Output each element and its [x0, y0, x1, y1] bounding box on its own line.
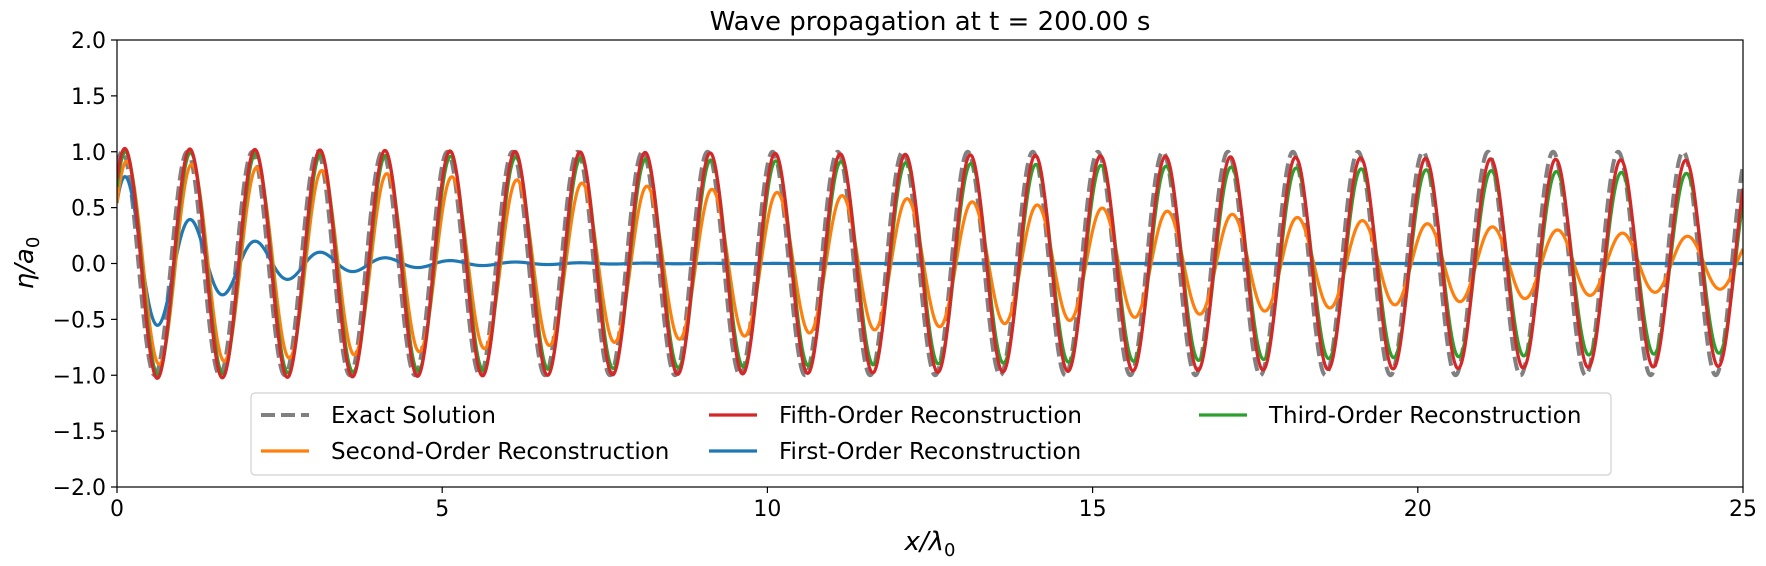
y-tick-label: −0.5: [53, 308, 106, 333]
x-tick-label: 5: [435, 497, 449, 522]
x-axis-label: x/λ0: [904, 527, 956, 561]
legend-label: First-Order Reconstruction: [779, 439, 1081, 465]
series-layer: [117, 146, 1743, 380]
x-tick-label: 25: [1729, 497, 1757, 522]
legend-label: Exact Solution: [331, 403, 496, 429]
x-tick-label: 15: [1079, 497, 1107, 522]
y-axis-label: η/a0: [10, 237, 44, 290]
y-tick-label: 2.0: [71, 29, 106, 54]
y-tick-label: −1.5: [53, 420, 106, 445]
x-tick-label: 0: [110, 497, 124, 522]
series-line-4: [117, 146, 1743, 380]
series-line-0: [117, 149, 1743, 378]
y-tick-label: 0.0: [71, 253, 106, 278]
x-tick-label: 20: [1404, 497, 1432, 522]
y-tick-label: 0.5: [71, 197, 106, 222]
y-axis: 2.0 1.5 1.0 0.5 0.0 −0.5 −1.0 −1.5 −2.0: [53, 29, 117, 501]
y-tick-label: −2.0: [53, 476, 106, 501]
y-tick-label: −1.0: [53, 364, 106, 389]
legend: Exact Solution Second-Order Reconstructio…: [250, 392, 1612, 476]
x-axis: 0 5 10 15 20 25: [110, 487, 1757, 522]
series-line-1: [117, 175, 1743, 327]
chart-title: Wave propagation at t = 200.00 s: [710, 7, 1151, 37]
legend-label: Second-Order Reconstruction: [331, 439, 669, 465]
y-tick-label: 1.5: [71, 85, 106, 110]
legend-label: Third-Order Reconstruction: [1268, 403, 1581, 429]
legend-label: Fifth-Order Reconstruction: [779, 403, 1082, 429]
legend-box: [250, 392, 1612, 476]
x-tick-label: 10: [753, 497, 781, 522]
y-tick-label: 1.0: [71, 141, 106, 166]
